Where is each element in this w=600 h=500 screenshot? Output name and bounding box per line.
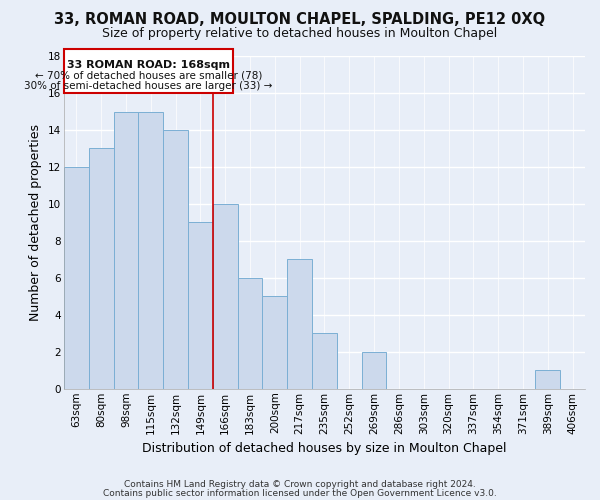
Bar [362,352,386,389]
Bar [163,130,188,389]
Bar [89,148,113,389]
Text: 33, ROMAN ROAD, MOULTON CHAPEL, SPALDING, PE12 0XQ: 33, ROMAN ROAD, MOULTON CHAPEL, SPALDING… [55,12,545,28]
Text: Contains public sector information licensed under the Open Government Licence v3: Contains public sector information licen… [103,488,497,498]
Text: Contains HM Land Registry data © Crown copyright and database right 2024.: Contains HM Land Registry data © Crown c… [124,480,476,489]
Bar [64,167,89,389]
FancyBboxPatch shape [64,48,233,93]
Text: Size of property relative to detached houses in Moulton Chapel: Size of property relative to detached ho… [103,28,497,40]
Bar [113,112,139,389]
X-axis label: Distribution of detached houses by size in Moulton Chapel: Distribution of detached houses by size … [142,442,507,455]
Bar [188,222,213,389]
Bar [262,296,287,389]
Bar [535,370,560,389]
Bar [287,260,312,389]
Text: 33 ROMAN ROAD: 168sqm: 33 ROMAN ROAD: 168sqm [67,60,230,70]
Text: ← 70% of detached houses are smaller (78): ← 70% of detached houses are smaller (78… [35,70,262,81]
Bar [312,334,337,389]
Bar [213,204,238,389]
Text: 30% of semi-detached houses are larger (33) →: 30% of semi-detached houses are larger (… [24,80,272,90]
Bar [238,278,262,389]
Bar [139,112,163,389]
Y-axis label: Number of detached properties: Number of detached properties [29,124,43,321]
